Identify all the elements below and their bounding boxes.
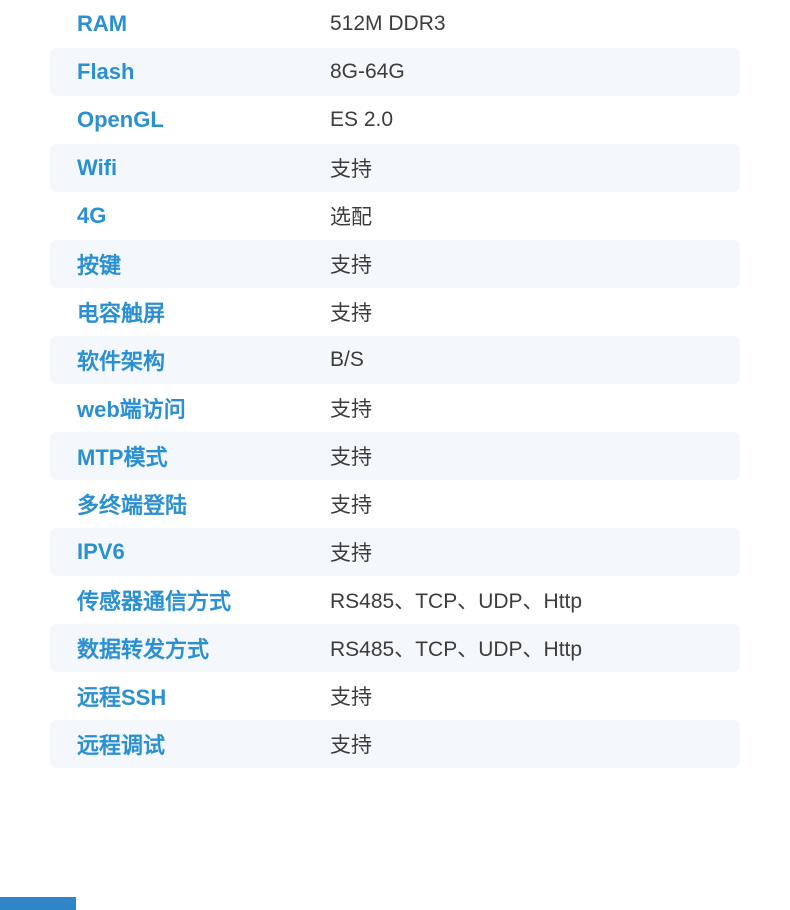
table-row: 按键 支持 [50,240,740,288]
spec-label: RAM [77,11,128,36]
spec-value: RS485、TCP、UDP、Http [330,590,583,613]
spec-value: 选配 [330,206,372,229]
spec-label: 4G [77,203,107,228]
spec-value: 支持 [330,398,372,421]
spec-value: 支持 [330,686,372,709]
table-row: 传感器通信方式 RS485、TCP、UDP、Http [50,576,740,624]
spec-value: 支持 [330,542,372,565]
spec-label: Wifi [77,155,118,180]
spec-label: 数据转发方式 [77,637,210,662]
spec-value: 512M DDR3 [330,12,446,35]
spec-label: MTP模式 [77,445,168,470]
spec-value: ES 2.0 [330,108,394,131]
spec-value: 支持 [330,734,372,757]
table-row: 多终端登陆 支持 [50,480,740,528]
table-row: 远程调试 支持 [50,720,740,768]
spec-label: 软件架构 [77,349,166,374]
table-row: 4G 选配 [50,192,740,240]
spec-label: 传感器通信方式 [77,589,232,614]
spec-value: B/S [330,348,364,371]
spec-label: 远程SSH [77,685,167,710]
table-row: OpenGL ES 2.0 [50,96,740,144]
spec-value: 支持 [330,302,372,325]
spec-value: RS485、TCP、UDP、Http [330,638,583,661]
table-row: IPV6 支持 [50,528,740,576]
table-row: Wifi 支持 [50,144,740,192]
table-row: 软件架构 B/S [50,336,740,384]
spec-value: 支持 [330,158,372,181]
spec-value: 支持 [330,254,372,277]
spec-label: 按键 [77,253,122,278]
footer-accent-bar [0,897,76,910]
table-row: MTP模式 支持 [50,432,740,480]
table-row: 数据转发方式 RS485、TCP、UDP、Http [50,624,740,672]
spec-value: 支持 [330,446,372,469]
spec-label: 电容触屏 [77,301,166,326]
table-row: RAM 512M DDR3 [50,0,740,48]
spec-value: 支持 [330,494,372,517]
table-row: 远程SSH 支持 [50,672,740,720]
spec-label: 多终端登陆 [77,493,188,518]
spec-label: 远程调试 [77,733,166,758]
table-row: Flash 8G-64G [50,48,740,96]
spec-label: web端访问 [77,397,186,422]
spec-value: 8G-64G [330,60,405,83]
table-row: web端访问 支持 [50,384,740,432]
spec-label: IPV6 [77,539,125,564]
spec-table: RAM 512M DDR3 Flash 8G-64G OpenGL ES 2.0 Wifi 支… [50,0,740,768]
spec-label: Flash [77,59,135,84]
spec-label: OpenGL [77,107,164,132]
table-row: 电容触屏 支持 [50,288,740,336]
